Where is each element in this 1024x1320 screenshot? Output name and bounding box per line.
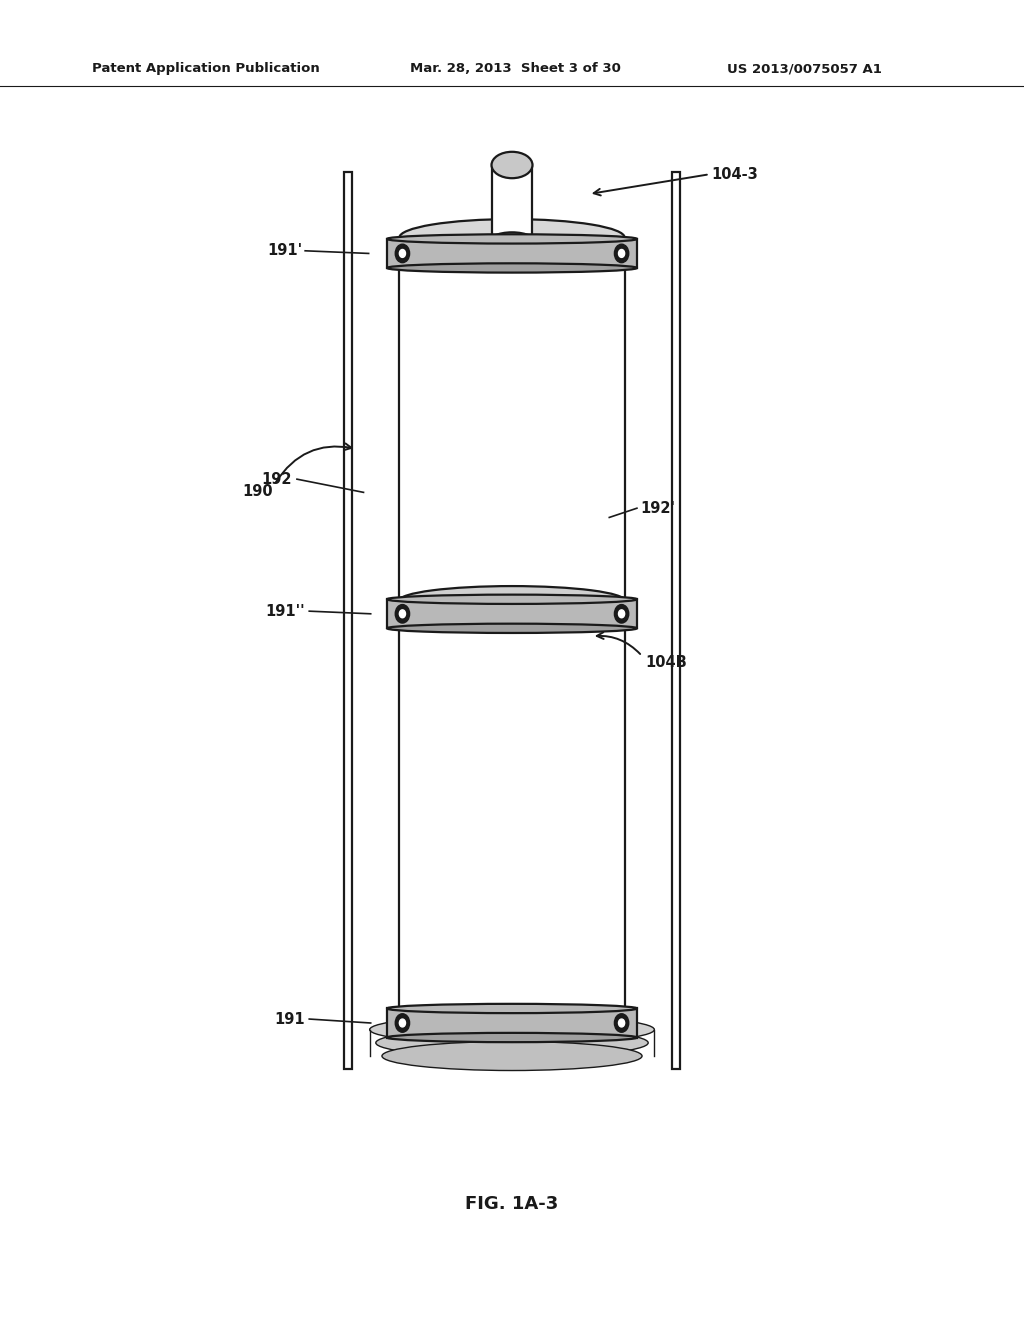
Ellipse shape (486, 232, 538, 256)
FancyArrowPatch shape (275, 444, 351, 482)
Text: US 2013/0075057 A1: US 2013/0075057 A1 (727, 62, 882, 75)
Circle shape (618, 249, 625, 257)
Text: FIG. 1A-3: FIG. 1A-3 (465, 1195, 559, 1213)
Ellipse shape (399, 1015, 625, 1044)
FancyArrowPatch shape (597, 632, 640, 653)
Text: 191': 191' (267, 243, 302, 259)
Circle shape (614, 1014, 629, 1032)
Text: 191: 191 (274, 1011, 305, 1027)
FancyBboxPatch shape (672, 172, 680, 1069)
Ellipse shape (399, 599, 625, 628)
Circle shape (395, 1014, 410, 1032)
Ellipse shape (399, 586, 625, 615)
Ellipse shape (492, 152, 532, 178)
Circle shape (395, 244, 410, 263)
Text: 104B: 104B (645, 655, 687, 671)
Ellipse shape (382, 1041, 642, 1071)
Circle shape (618, 1019, 625, 1027)
Text: Patent Application Publication: Patent Application Publication (92, 62, 319, 75)
Text: 192: 192 (261, 471, 292, 487)
Circle shape (395, 605, 410, 623)
FancyBboxPatch shape (387, 1008, 637, 1038)
FancyBboxPatch shape (399, 614, 625, 1030)
Text: 104-3: 104-3 (712, 166, 759, 182)
Text: 192': 192' (640, 500, 675, 516)
Circle shape (618, 610, 625, 618)
Ellipse shape (376, 1028, 648, 1057)
Ellipse shape (387, 263, 637, 273)
FancyBboxPatch shape (492, 165, 532, 244)
Ellipse shape (387, 594, 637, 605)
Ellipse shape (399, 219, 625, 256)
Text: 190: 190 (243, 483, 273, 499)
Ellipse shape (387, 1003, 637, 1014)
Ellipse shape (370, 1015, 654, 1044)
Circle shape (614, 244, 629, 263)
Circle shape (399, 610, 406, 618)
Ellipse shape (387, 623, 637, 634)
Circle shape (399, 1019, 406, 1027)
Ellipse shape (387, 1032, 637, 1043)
FancyBboxPatch shape (399, 238, 625, 601)
FancyBboxPatch shape (344, 172, 352, 1069)
Circle shape (614, 605, 629, 623)
FancyBboxPatch shape (387, 239, 637, 268)
FancyBboxPatch shape (387, 599, 637, 628)
Ellipse shape (387, 234, 637, 244)
Circle shape (399, 249, 406, 257)
Text: 191'': 191'' (265, 603, 305, 619)
Text: Mar. 28, 2013  Sheet 3 of 30: Mar. 28, 2013 Sheet 3 of 30 (410, 62, 621, 75)
